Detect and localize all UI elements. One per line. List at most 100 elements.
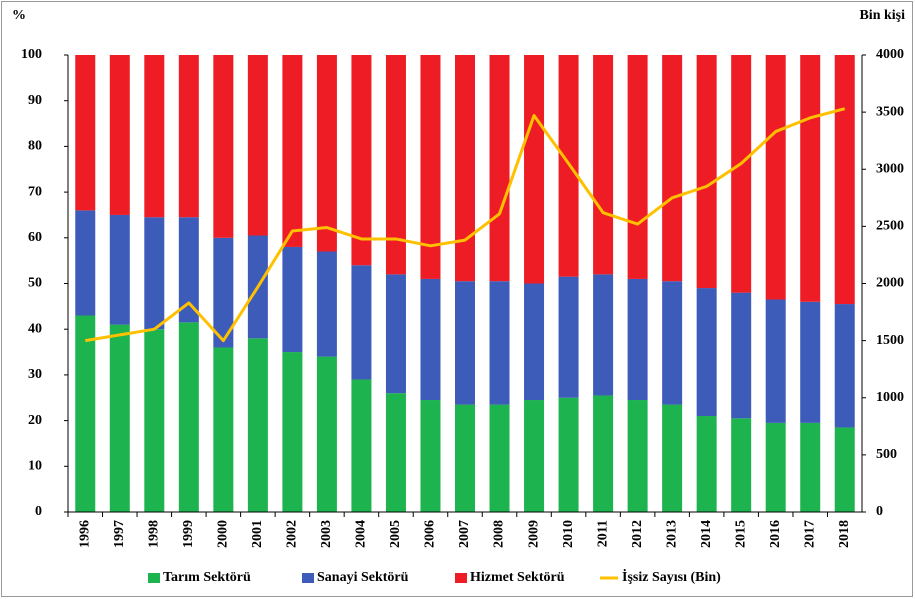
legend-label: Sanayi Sektörü — [317, 570, 409, 585]
bar — [731, 418, 752, 512]
bar — [662, 281, 683, 405]
y2-tick-label: 2500 — [876, 219, 904, 234]
x-tick-label: 1999 — [181, 520, 196, 548]
bar — [316, 356, 337, 512]
bar — [455, 404, 475, 512]
bar — [282, 55, 303, 247]
bar — [75, 55, 96, 211]
bar — [282, 246, 303, 353]
bar — [178, 217, 199, 323]
x-tick-label: 2012 — [630, 520, 645, 548]
bar — [696, 55, 717, 289]
bar — [75, 315, 96, 512]
x-tick-label: 2017 — [802, 520, 817, 548]
bar — [558, 276, 579, 398]
y-tick-label: 10 — [28, 459, 42, 474]
x-tick-label: 2010 — [561, 520, 576, 548]
bar — [178, 322, 199, 512]
y2-tick-label: 3500 — [876, 104, 904, 119]
legend-label: Tarım Sektörü — [163, 570, 251, 585]
y2-tick-label: 0 — [876, 504, 883, 519]
y-tick-label: 90 — [28, 93, 42, 108]
bar — [558, 397, 579, 512]
bar — [627, 400, 648, 512]
bar — [834, 55, 855, 305]
y-tick-label: 30 — [28, 367, 42, 382]
bar — [455, 281, 475, 405]
bar — [800, 422, 821, 512]
y2-tick-label: 1000 — [876, 390, 904, 405]
legend-swatch — [302, 573, 314, 583]
bar — [662, 55, 683, 282]
x-tick-label: 2015 — [733, 520, 748, 548]
x-tick-label: 2002 — [285, 520, 300, 548]
bar — [144, 329, 165, 512]
x-tick-label: 2018 — [837, 520, 852, 548]
bar — [834, 427, 855, 512]
bar — [109, 214, 130, 325]
x-tick-label: 2000 — [216, 520, 231, 548]
bar — [696, 288, 717, 417]
bar — [765, 299, 786, 423]
y-axis-label: % — [12, 8, 26, 23]
y2-tick-label: 500 — [876, 447, 897, 462]
bar — [455, 55, 475, 282]
bar — [109, 324, 130, 512]
y2-tick-label: 4000 — [876, 47, 904, 62]
bar — [316, 55, 337, 252]
x-tick-label: 2014 — [699, 520, 714, 548]
bar — [420, 400, 441, 512]
bar — [385, 393, 406, 512]
bar — [593, 274, 614, 396]
bar — [282, 352, 303, 512]
y-tick-label: 70 — [28, 184, 42, 199]
bar — [765, 55, 786, 300]
bar — [351, 265, 372, 380]
bar — [800, 55, 821, 302]
y-tick-label: 0 — [35, 504, 42, 519]
bar — [489, 404, 510, 512]
bar — [351, 379, 372, 512]
y2-tick-label: 1500 — [876, 333, 904, 348]
bar — [489, 281, 510, 405]
bar — [420, 278, 441, 401]
bar — [593, 395, 614, 512]
bar — [178, 55, 199, 218]
legend-label: İşsiz Sayısı (Bin) — [622, 568, 721, 585]
bar — [524, 283, 545, 401]
line — [85, 107, 846, 343]
bar — [247, 55, 268, 236]
y2-tick-label: 2000 — [876, 276, 904, 291]
x-tick-label: 2008 — [492, 520, 507, 548]
bar — [800, 301, 821, 423]
legend-swatch — [455, 573, 467, 583]
x-tick-label: 2001 — [250, 520, 265, 548]
bar — [144, 55, 165, 218]
bar — [420, 55, 441, 279]
x-tick-label: 2004 — [354, 520, 369, 548]
bar — [316, 251, 337, 357]
bar — [213, 237, 234, 348]
y-tick-label: 80 — [28, 139, 42, 154]
legend-swatch — [148, 573, 160, 583]
y-tick-label: 50 — [28, 276, 42, 291]
bar — [247, 338, 268, 512]
bar — [385, 55, 406, 275]
bar — [213, 347, 234, 512]
x-tick-label: 2013 — [664, 520, 679, 548]
x-tick-label: 1996 — [77, 520, 92, 548]
y-tick-label: 20 — [28, 413, 42, 428]
legend-label: Hizmet Sektörü — [470, 570, 565, 585]
y-tick-label: 40 — [28, 321, 42, 336]
bar — [765, 422, 786, 512]
x-tick-label: 1997 — [112, 520, 127, 548]
y-tick-label: 60 — [28, 230, 42, 245]
x-tick-label: 2005 — [388, 520, 403, 548]
bar — [351, 55, 372, 266]
bar — [627, 278, 648, 401]
bar — [489, 55, 510, 282]
x-tick-label: 2007 — [457, 520, 472, 548]
bar — [385, 274, 406, 394]
bar — [524, 55, 545, 284]
